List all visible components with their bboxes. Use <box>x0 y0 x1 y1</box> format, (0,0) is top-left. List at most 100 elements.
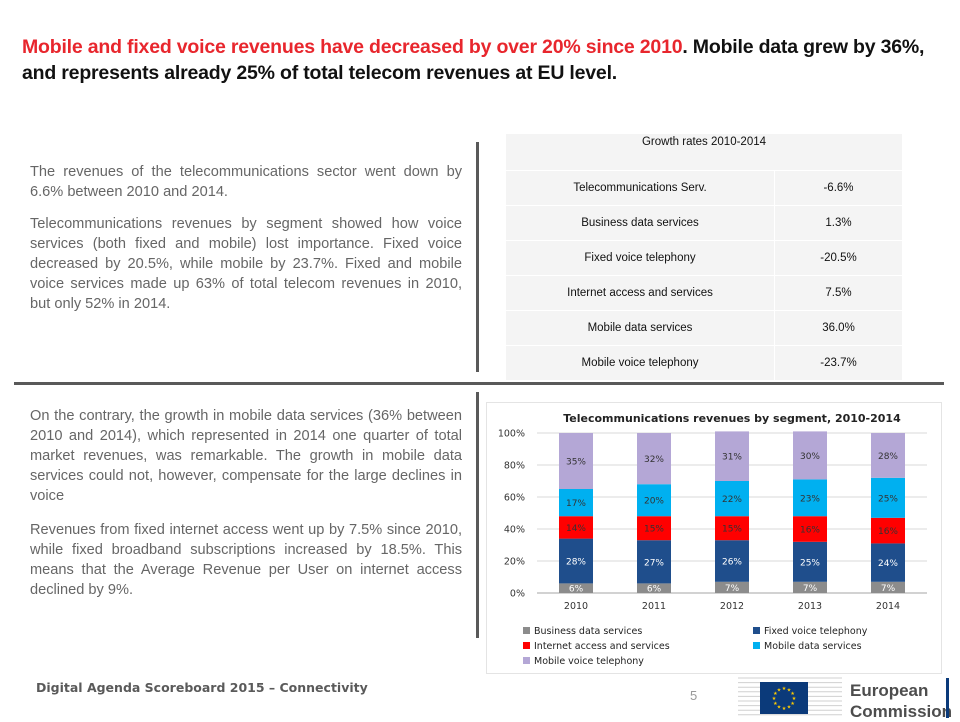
bar-segment <box>871 581 905 593</box>
legend-label: Business data services <box>534 626 642 637</box>
data-label: 6% <box>569 585 584 595</box>
x-tick-label: 2014 <box>876 601 900 612</box>
bar-segment <box>715 431 749 481</box>
ec-wordmark-line2: Commission <box>850 702 953 721</box>
bar-segment <box>559 433 593 489</box>
table-row: Mobile voice telephony -23.7% <box>506 345 902 380</box>
y-tick-label: 0% <box>510 589 525 600</box>
table-row-label: Internet access and services <box>506 275 775 311</box>
y-tick-label: 40% <box>504 525 525 536</box>
data-label: 28% <box>566 558 586 568</box>
bar-segment <box>871 543 905 582</box>
eu-star-icon: ★ <box>782 686 787 692</box>
legend-label: Internet access and services <box>534 641 670 652</box>
table-row: Mobile data services 36.0% <box>506 310 902 346</box>
divider-vertical-bottom <box>476 392 479 638</box>
eu-star-icon: ★ <box>792 696 797 702</box>
data-label: 25% <box>878 494 898 504</box>
table-row: Business data services 1.3% <box>506 205 902 241</box>
table-row-label: Mobile data services <box>506 310 775 346</box>
growth-rates-table: Growth rates 2010-2014 Telecommunication… <box>506 134 902 380</box>
eu-star-icon: ★ <box>777 705 782 711</box>
data-label: 7% <box>803 584 818 594</box>
data-label: 32% <box>644 455 664 465</box>
x-tick-label: 2013 <box>798 601 822 612</box>
legend-swatch <box>523 627 530 634</box>
data-label: 17% <box>566 499 586 509</box>
title-highlight: Mobile and fixed voice revenues have dec… <box>22 36 683 58</box>
eu-star-icon: ★ <box>777 687 782 693</box>
table-row-label: Fixed voice telephony <box>506 240 775 276</box>
bar-segment <box>637 516 671 541</box>
eu-flag-icon <box>760 682 808 714</box>
ec-accent-bar <box>946 678 949 718</box>
bar-segment <box>637 540 671 584</box>
bar-segment <box>793 581 827 593</box>
paragraph-revenue-decline: The revenues of the telecommunications s… <box>30 164 462 200</box>
data-label: 28% <box>878 452 898 462</box>
bar-segment <box>637 433 671 485</box>
eu-star-icon: ★ <box>787 705 792 711</box>
legend-label: Fixed voice telephony <box>764 626 868 637</box>
x-tick-label: 2012 <box>720 601 744 612</box>
table-row-value: -20.5% <box>774 240 902 276</box>
data-label: 22% <box>722 495 742 505</box>
bar-segment <box>793 516 827 542</box>
y-tick-label: 80% <box>504 461 525 472</box>
data-label: 30% <box>800 452 820 462</box>
eu-star-icon: ★ <box>790 701 795 707</box>
divider-vertical-top <box>476 142 479 372</box>
data-label: 6% <box>647 585 662 595</box>
bar-segment <box>871 517 905 544</box>
data-label: 20% <box>644 497 664 507</box>
bar-segment <box>637 484 671 517</box>
european-commission-logo-icon: ★ ★★★★★★★★★★★ <box>738 677 842 716</box>
data-label: 16% <box>878 527 898 537</box>
legend-swatch <box>523 657 530 664</box>
data-label: 7% <box>725 584 740 594</box>
table-row: Telecommunications Serv. -6.6% <box>506 170 902 206</box>
page-number: 5 <box>690 688 698 703</box>
data-label: 25% <box>800 558 820 568</box>
y-tick-label: 100% <box>498 429 525 440</box>
legend-swatch <box>523 642 530 649</box>
y-tick-label: 20% <box>504 557 525 568</box>
revenue-segment-chart: Telecommunications revenues by segment, … <box>486 402 942 674</box>
y-tick-label: 60% <box>504 493 525 504</box>
bar-segment <box>793 431 827 480</box>
slide-title: Mobile and fixed voice revenues have dec… <box>22 34 942 86</box>
bar-segment <box>715 481 749 517</box>
paragraph-internet-access: Revenues from fixed internet access went… <box>30 522 462 598</box>
table-row-value: -23.7% <box>774 345 902 380</box>
data-label: 27% <box>644 558 664 568</box>
data-label: 14% <box>566 524 586 534</box>
bar-segment <box>871 477 905 518</box>
eu-star-icon: ★ <box>782 706 787 712</box>
data-label: 26% <box>722 558 742 568</box>
chart-title: Telecommunications revenues by segment, … <box>563 412 901 425</box>
table-row-label: Business data services <box>506 205 775 241</box>
x-tick-label: 2010 <box>564 601 588 612</box>
stacked-bar-chart: Telecommunications revenues by segment, … <box>498 412 927 667</box>
eu-star-icon: ★ <box>773 701 778 707</box>
divider-horizontal <box>14 382 944 385</box>
data-label: 23% <box>800 494 820 504</box>
table-row: Fixed voice telephony -20.5% <box>506 240 902 276</box>
bar-segment <box>559 516 593 539</box>
legend-swatch <box>753 627 760 634</box>
table-header: Growth rates 2010-2014 <box>641 136 767 148</box>
table-row: Internet access and services 7.5% <box>506 275 902 311</box>
table-row-value: -6.6% <box>774 170 902 206</box>
ec-wordmark: European Commission <box>850 680 952 722</box>
table-row-value: 1.3% <box>774 205 902 241</box>
data-label: 31% <box>722 453 742 463</box>
data-label: 24% <box>878 559 898 569</box>
paragraph-voice-services: Telecommunications revenues by segment s… <box>30 216 462 312</box>
eu-star-icon: ★ <box>787 687 792 693</box>
bar-segment <box>559 583 593 593</box>
bar-segment <box>793 541 827 582</box>
ec-wordmark-line1: European <box>850 681 929 700</box>
bar-segment <box>871 433 905 478</box>
legend-label: Mobile voice telephony <box>534 656 644 667</box>
eu-star-icon: ★ <box>790 691 795 697</box>
